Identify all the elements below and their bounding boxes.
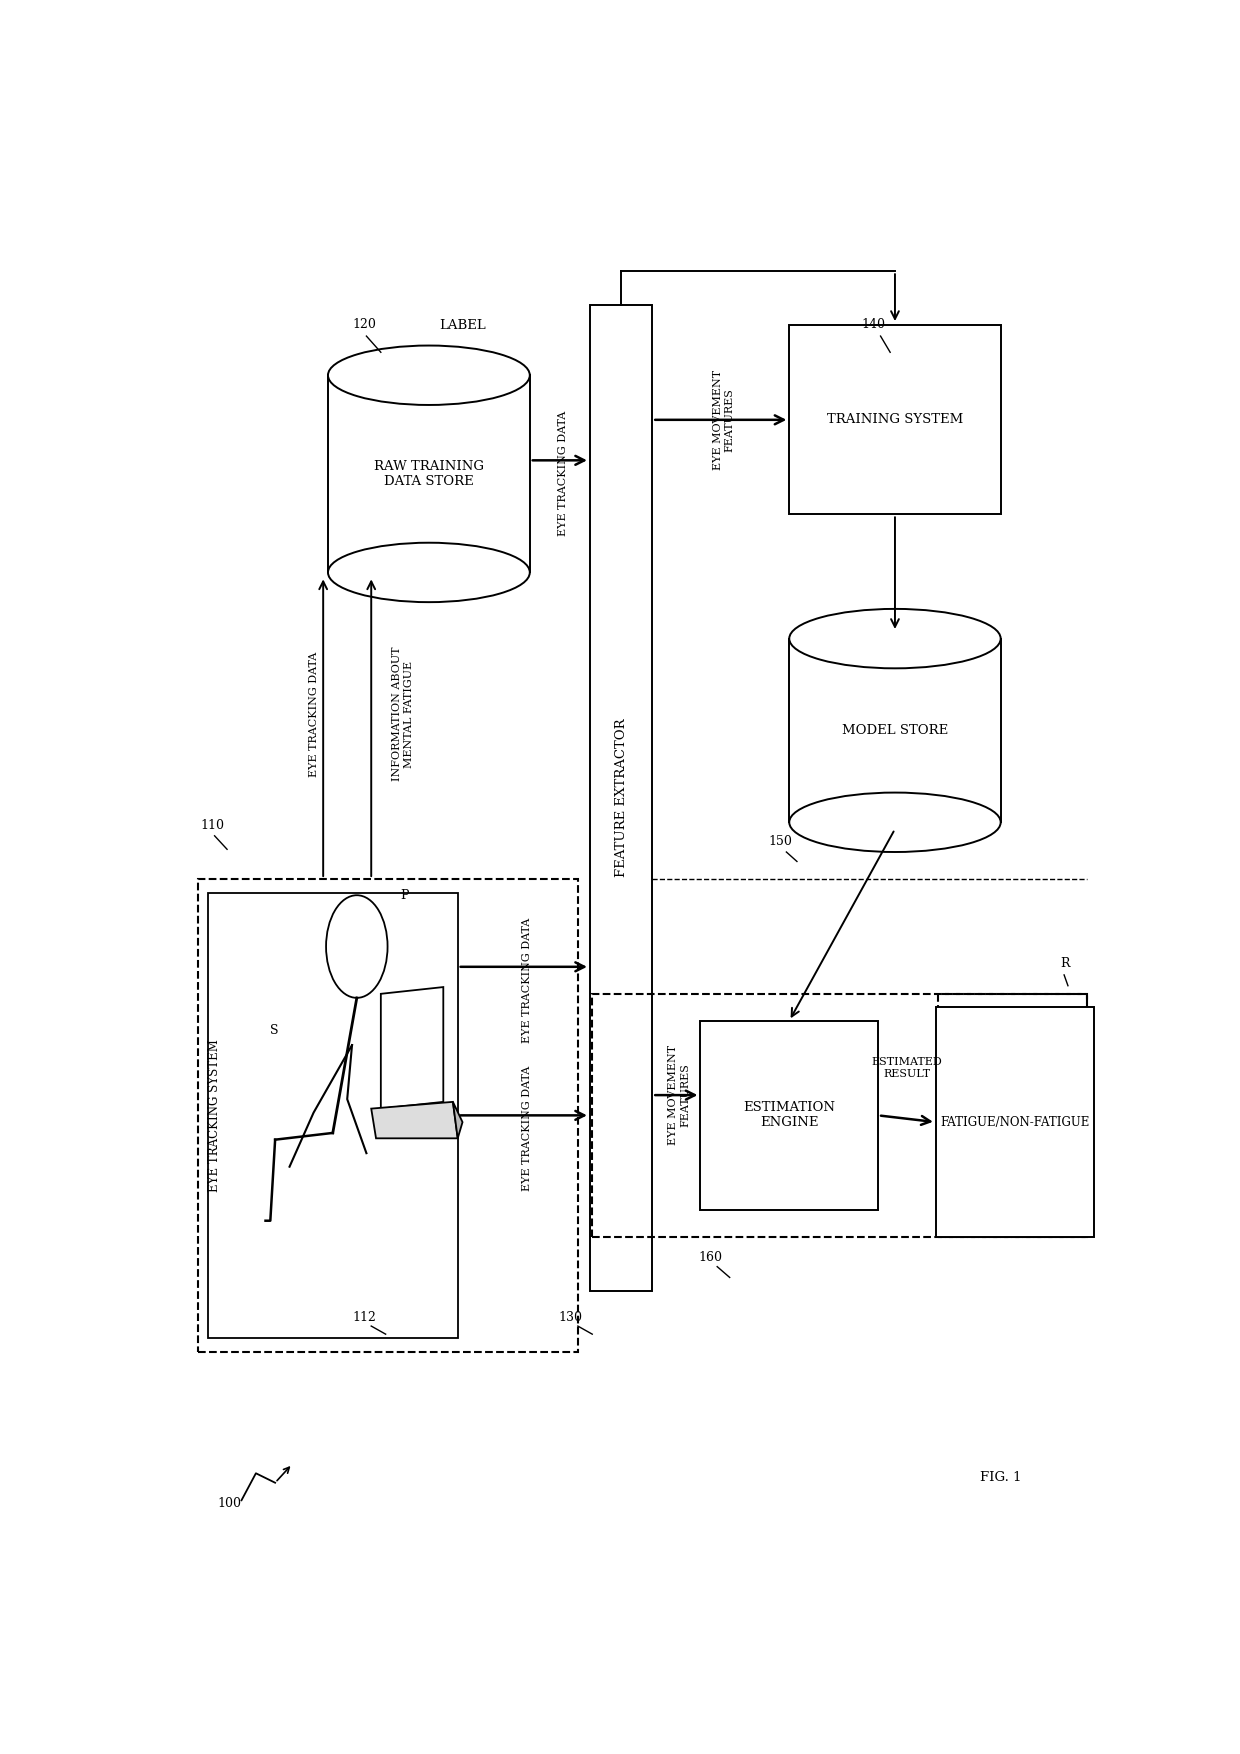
Polygon shape bbox=[371, 1102, 458, 1138]
Text: P: P bbox=[401, 889, 408, 902]
Text: EYE TRACKING DATA: EYE TRACKING DATA bbox=[558, 410, 568, 537]
Text: 130: 130 bbox=[558, 1310, 583, 1324]
Bar bbox=[208, 893, 458, 1338]
Text: EYE TRACKING SYSTEM: EYE TRACKING SYSTEM bbox=[208, 1038, 221, 1191]
Text: EYE TRACKING DATA: EYE TRACKING DATA bbox=[522, 917, 532, 1044]
Bar bbox=[327, 375, 529, 572]
Text: 100: 100 bbox=[217, 1496, 242, 1510]
Bar bbox=[789, 638, 1001, 823]
Ellipse shape bbox=[326, 895, 388, 998]
Text: FATIGUE/NON-FATIGUE: FATIGUE/NON-FATIGUE bbox=[940, 1116, 1090, 1128]
Text: TRAINING SYSTEM: TRAINING SYSTEM bbox=[827, 414, 963, 426]
Text: FIG. 1: FIG. 1 bbox=[980, 1472, 1022, 1484]
Text: RAW TRAINING
DATA STORE: RAW TRAINING DATA STORE bbox=[374, 460, 484, 488]
Text: LABEL: LABEL bbox=[439, 319, 486, 332]
Polygon shape bbox=[453, 1102, 463, 1138]
Text: ESTIMATED
RESULT: ESTIMATED RESULT bbox=[872, 1058, 942, 1079]
Ellipse shape bbox=[789, 793, 1001, 852]
Text: ESTIMATION
ENGINE: ESTIMATION ENGINE bbox=[743, 1102, 836, 1130]
Text: 112: 112 bbox=[352, 1310, 376, 1324]
Ellipse shape bbox=[327, 542, 529, 602]
Text: FEATURE EXTRACTOR: FEATURE EXTRACTOR bbox=[615, 719, 627, 877]
Bar bbox=[590, 305, 652, 1291]
Text: MODEL STORE: MODEL STORE bbox=[842, 724, 949, 737]
Text: INFORMATION ABOUT
MENTAL FATIGUE: INFORMATION ABOUT MENTAL FATIGUE bbox=[392, 647, 414, 782]
Ellipse shape bbox=[789, 609, 1001, 668]
Bar bbox=[198, 879, 578, 1352]
Bar bbox=[936, 1007, 1095, 1237]
Bar bbox=[939, 995, 1087, 1237]
Polygon shape bbox=[381, 988, 444, 1109]
Text: S: S bbox=[270, 1024, 279, 1037]
Text: EYE TRACKING DATA: EYE TRACKING DATA bbox=[522, 1066, 532, 1191]
Text: 140: 140 bbox=[862, 317, 885, 332]
Text: 160: 160 bbox=[698, 1251, 722, 1265]
Text: 110: 110 bbox=[200, 819, 224, 831]
Bar bbox=[701, 1021, 878, 1210]
Text: EYE TRACKING DATA: EYE TRACKING DATA bbox=[309, 652, 319, 777]
Bar bbox=[789, 324, 1001, 514]
Text: 120: 120 bbox=[352, 317, 376, 332]
Text: 150: 150 bbox=[768, 835, 792, 849]
Ellipse shape bbox=[327, 346, 529, 405]
Bar bbox=[593, 995, 1087, 1237]
Text: EYE MOVEMENT
FEATURES: EYE MOVEMENT FEATURES bbox=[668, 1045, 689, 1145]
Text: R: R bbox=[1060, 956, 1070, 970]
Text: EYE MOVEMENT
FEATURES: EYE MOVEMENT FEATURES bbox=[713, 370, 734, 470]
